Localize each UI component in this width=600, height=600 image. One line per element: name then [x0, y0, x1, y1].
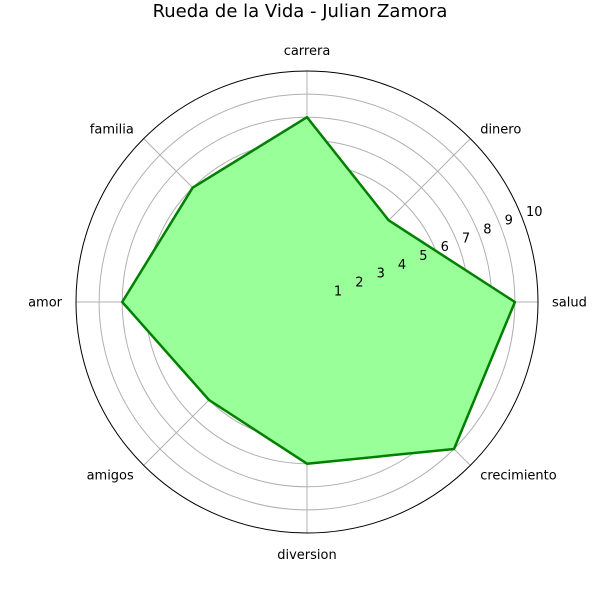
category-label-crecimiento: crecimiento [480, 469, 557, 484]
category-label-diversion: diversion [277, 548, 336, 563]
radial-tick-label: 4 [398, 258, 406, 273]
radial-tick-label: 5 [419, 249, 427, 264]
category-label-salud: salud [552, 296, 587, 311]
category-label-carrera: carrera [284, 44, 331, 59]
label-layer: salud dinero carrera familia amor amigos diver… [28, 44, 587, 563]
polar-frame [75, 70, 539, 534]
radial-tick-label: 3 [377, 267, 385, 282]
radial-tick-label: 8 [483, 223, 491, 238]
chart-title: Rueda de la Vida - Julian Zamora [152, 1, 448, 22]
radial-tick-label: 10 [526, 205, 543, 220]
radial-tick-label: 6 [441, 240, 449, 255]
radial-tick-label: 2 [355, 276, 363, 291]
category-label-familia: familia [90, 122, 134, 137]
frame-layer [75, 70, 539, 534]
series-polygon [120, 115, 517, 465]
radial-tick-label: 7 [462, 231, 470, 246]
category-label-amigos: amigos [87, 469, 134, 484]
series-layer [120, 115, 517, 465]
category-label-amor: amor [28, 296, 63, 311]
radial-tick-label: 9 [505, 214, 513, 229]
category-label-dinero: dinero [480, 122, 521, 137]
radial-tick-label: 1 [334, 284, 342, 299]
